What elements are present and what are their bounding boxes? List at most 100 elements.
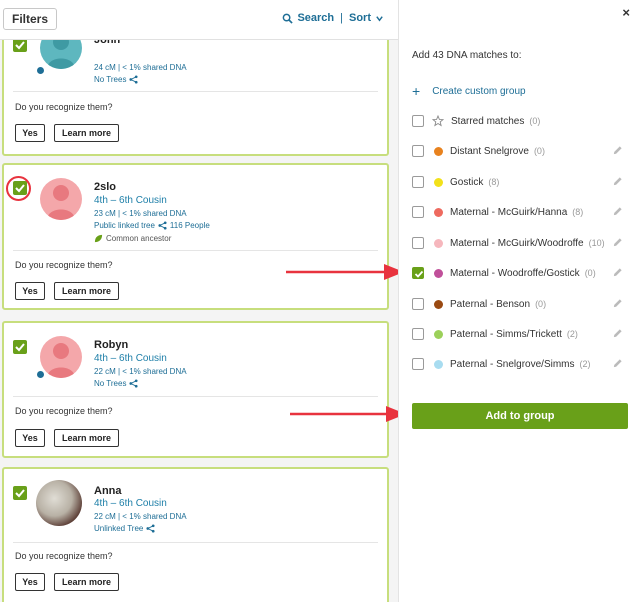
online-indicator	[37, 371, 44, 378]
yes-button[interactable]: Yes	[15, 429, 45, 447]
group-color-dot	[434, 299, 443, 309]
tree-icon	[158, 221, 167, 230]
group-row[interactable]: Paternal - Benson (0)	[412, 296, 627, 312]
group-color-dot	[434, 177, 443, 187]
match-name[interactable]: 2slo	[94, 181, 117, 193]
group-label: Maternal - Woodroffe/Gostick	[450, 267, 580, 279]
annotation-circle	[6, 176, 31, 201]
plus-icon: +	[412, 83, 421, 99]
filters-button[interactable]: Filters	[3, 8, 58, 30]
tree-status: No Trees	[94, 379, 139, 388]
match-card: 2slo 4th – 6th Cousin 23 cM | < 1% share…	[2, 163, 389, 310]
pencil-icon[interactable]	[612, 237, 623, 248]
create-label: Create custom group	[432, 85, 526, 97]
group-color-dot	[434, 268, 443, 278]
pencil-icon[interactable]	[612, 358, 623, 369]
group-count: (10)	[588, 238, 605, 248]
group-row[interactable]: Distant Snelgrove (0)	[412, 143, 627, 159]
group-checkbox[interactable]	[412, 115, 424, 127]
group-checkbox[interactable]	[412, 298, 424, 310]
add-to-group-button[interactable]: Add to group	[412, 403, 628, 429]
relationship[interactable]: 4th – 6th Cousin	[94, 353, 167, 364]
tree-label[interactable]: Unlinked Tree	[94, 524, 144, 533]
group-color-dot	[434, 207, 443, 217]
shared-dna[interactable]: 24 cM | < 1% shared DNA	[94, 63, 187, 72]
pencil-icon[interactable]	[612, 267, 623, 278]
tree-people-count[interactable]: 116 People	[169, 221, 210, 230]
relationship[interactable]: 4th – 6th Cousin	[94, 498, 167, 509]
common-ancestor[interactable]: Common ancestor	[94, 234, 171, 243]
avatar[interactable]	[40, 336, 82, 378]
pencil-icon[interactable]	[612, 206, 623, 217]
tree-status: Unlinked Tree	[94, 524, 155, 533]
search-sort-controls: Search | Sort	[282, 12, 384, 24]
online-indicator	[37, 67, 44, 74]
pencil-icon[interactable]	[612, 145, 623, 156]
group-row[interactable]: Maternal - McGuirk/Woodroffe (10)	[412, 235, 627, 251]
group-checkbox[interactable]	[412, 237, 424, 249]
group-row[interactable]: Maternal - McGuirk/Hanna (8)	[412, 204, 627, 220]
learn-more-button[interactable]: Learn more	[54, 282, 119, 300]
shared-dna[interactable]: 22 cM | < 1% shared DNA	[94, 512, 187, 521]
group-checkbox[interactable]	[412, 206, 424, 218]
shared-dna[interactable]: 22 cM | < 1% shared DNA	[94, 367, 187, 376]
learn-more-button[interactable]: Learn more	[54, 429, 119, 447]
group-checkbox-checked[interactable]	[412, 267, 424, 279]
learn-more-button[interactable]: Learn more	[54, 573, 119, 591]
pencil-icon[interactable]	[612, 176, 623, 187]
match-checkbox[interactable]	[13, 38, 27, 52]
sort-link[interactable]: Sort	[349, 12, 371, 24]
group-checkbox[interactable]	[412, 328, 424, 340]
yes-button[interactable]: Yes	[15, 282, 45, 300]
group-color-dot	[434, 238, 443, 248]
group-label: Paternal - Snelgrove/Simms	[450, 358, 575, 370]
group-count: (2)	[566, 329, 578, 339]
tree-label[interactable]: Public linked tree	[94, 221, 155, 230]
group-count: (0)	[535, 299, 547, 309]
shared-dna[interactable]: 23 cM | < 1% shared DNA	[94, 209, 187, 218]
search-link[interactable]: Search	[297, 12, 335, 24]
avatar-photo[interactable]	[36, 480, 82, 526]
learn-more-button[interactable]: Learn more	[54, 124, 119, 142]
common-ancestor-label: Common ancestor	[106, 234, 172, 243]
match-list: John 24 cM | < 1% shared DNA No Trees Do…	[0, 0, 398, 602]
match-checkbox[interactable]	[13, 340, 27, 354]
group-label: Maternal - McGuirk/Hanna	[450, 206, 568, 218]
pencil-icon[interactable]	[612, 298, 623, 309]
leaf-icon	[94, 234, 103, 243]
match-card: John 24 cM | < 1% shared DNA No Trees Do…	[2, 22, 389, 156]
add-to-group-panel: × Add 43 DNA matches to: + Create custom…	[398, 0, 640, 602]
match-name[interactable]: Robyn	[94, 339, 129, 351]
recognize-question: Do you recognize them?	[15, 260, 113, 270]
group-count: (2)	[579, 359, 591, 369]
pencil-icon[interactable]	[612, 328, 623, 339]
yes-button[interactable]: Yes	[15, 124, 45, 142]
group-count: (8)	[488, 177, 500, 187]
match-name[interactable]: Anna	[94, 485, 122, 497]
match-card: Anna 4th – 6th Cousin 22 cM | < 1% share…	[2, 467, 389, 602]
match-checkbox[interactable]	[13, 486, 27, 500]
group-row[interactable]: Paternal - Simms/Trickett (2)	[412, 326, 627, 342]
group-row-starred[interactable]: Starred matches (0)	[412, 113, 627, 129]
group-checkbox[interactable]	[412, 145, 424, 157]
relationship[interactable]: 4th – 6th Cousin	[94, 195, 167, 206]
match-card: Robyn 4th – 6th Cousin 22 cM | < 1% shar…	[2, 321, 389, 458]
group-count: (0)	[584, 268, 596, 278]
group-label: Paternal - Benson	[450, 298, 531, 310]
group-row-selected[interactable]: Maternal - Woodroffe/Gostick (0)	[412, 265, 627, 281]
tree-icon	[129, 75, 139, 84]
group-row[interactable]: Gostick (8)	[412, 174, 627, 190]
yes-button[interactable]: Yes	[15, 573, 45, 591]
divider	[13, 542, 378, 543]
search-icon[interactable]	[282, 13, 294, 24]
group-color-dot	[434, 329, 443, 339]
group-checkbox[interactable]	[412, 358, 424, 370]
close-icon[interactable]: ×	[622, 5, 630, 20]
group-checkbox[interactable]	[412, 176, 424, 188]
group-count: (0)	[529, 116, 541, 126]
avatar[interactable]	[40, 178, 82, 220]
group-count: (8)	[572, 207, 584, 217]
create-custom-group-link[interactable]: + Create custom group	[412, 83, 526, 99]
chevron-down-icon[interactable]	[375, 14, 384, 23]
group-row[interactable]: Paternal - Snelgrove/Simms (2)	[412, 356, 627, 372]
